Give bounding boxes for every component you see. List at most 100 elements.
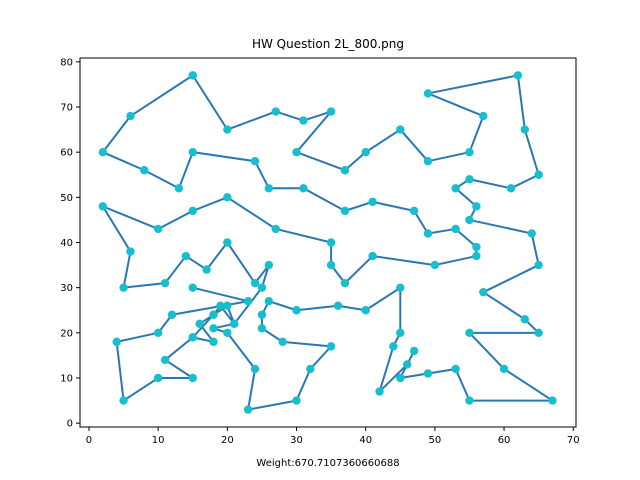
data-point [368, 251, 377, 261]
data-point [430, 260, 440, 270]
y-tick-label: 40 [60, 238, 73, 249]
x-tick-label: 70 [567, 435, 580, 446]
data-point [340, 278, 350, 288]
data-point [188, 333, 197, 342]
data-point [451, 364, 460, 374]
data-point [368, 197, 377, 207]
data-point [202, 265, 211, 274]
data-point [188, 147, 197, 157]
data-point [534, 260, 543, 270]
data-point [534, 328, 543, 338]
data-point [465, 328, 474, 338]
data-point [257, 324, 267, 333]
data-point [520, 315, 530, 324]
data-point [195, 319, 204, 328]
data-point [209, 337, 218, 347]
data-point [160, 355, 170, 365]
x-axis-label: Weight:670.7107360660688 [256, 458, 399, 469]
data-point [292, 306, 301, 315]
data-point [271, 224, 280, 234]
data-point [250, 157, 260, 166]
data-point [230, 319, 239, 328]
data-point [160, 278, 170, 288]
marker-layer [98, 71, 557, 414]
data-point [250, 364, 260, 374]
chart-title: HW Question 2L_800.png [252, 37, 404, 51]
x-tick-label: 50 [429, 435, 442, 446]
data-point [223, 125, 232, 134]
data-point [223, 193, 232, 202]
x-tick-label: 60 [498, 435, 511, 446]
data-point [188, 71, 197, 80]
data-point [340, 206, 350, 216]
data-point [472, 251, 481, 261]
data-point [243, 405, 253, 414]
data-point [361, 306, 370, 315]
data-point [216, 301, 225, 310]
data-point [423, 369, 433, 378]
y-tick-label: 60 [60, 148, 73, 159]
data-point [396, 373, 405, 383]
data-point [423, 89, 433, 98]
data-point [250, 278, 260, 288]
data-point [174, 184, 184, 193]
data-point [223, 328, 232, 338]
data-point [396, 283, 405, 292]
data-point [209, 324, 218, 333]
data-point [306, 364, 315, 374]
data-point [299, 116, 308, 125]
data-point [188, 283, 197, 292]
data-point [534, 170, 543, 179]
data-point [257, 283, 267, 292]
data-point [257, 310, 267, 319]
data-point [423, 229, 433, 238]
x-tick-label: 40 [359, 435, 372, 446]
data-point [361, 147, 370, 157]
data-point [326, 260, 336, 270]
y-tick-label: 80 [60, 57, 73, 68]
y-axis: 0 10 20 30 40 50 60 70 80 [60, 57, 80, 430]
data-point [98, 147, 108, 157]
data-point [479, 111, 488, 121]
data-point [112, 337, 121, 347]
data-point [548, 396, 557, 405]
data-point [264, 184, 274, 193]
data-point [527, 229, 536, 238]
y-tick-label: 10 [60, 373, 73, 384]
data-point [271, 107, 280, 116]
data-point [472, 242, 481, 252]
series-line-2 [115, 286, 250, 402]
data-point [465, 147, 474, 157]
data-point [506, 184, 516, 193]
data-point [451, 224, 460, 234]
data-point [326, 238, 336, 247]
x-tick-label: 10 [152, 435, 165, 446]
series-layer [101, 74, 554, 411]
x-tick-label: 0 [86, 435, 92, 446]
data-point [98, 202, 108, 211]
y-tick-label: 50 [60, 193, 73, 204]
data-point [119, 283, 128, 292]
data-point [409, 206, 419, 216]
data-point [403, 360, 412, 369]
data-point [264, 297, 274, 306]
y-tick-label: 0 [67, 419, 73, 430]
series-line-1 [101, 74, 554, 411]
data-point [243, 297, 253, 306]
y-tick-label: 30 [60, 283, 73, 294]
data-point [409, 346, 419, 356]
data-point [326, 342, 336, 351]
data-point [140, 166, 149, 175]
data-point [126, 247, 135, 256]
data-point [389, 342, 398, 351]
data-point [278, 337, 287, 347]
y-tick-label: 70 [60, 103, 73, 114]
data-point [223, 301, 232, 310]
data-point [292, 396, 301, 405]
data-point [479, 287, 488, 297]
data-point [451, 184, 460, 193]
data-point [465, 215, 474, 225]
data-point [264, 260, 274, 270]
x-tick-label: 30 [290, 435, 303, 446]
data-point [209, 310, 218, 319]
